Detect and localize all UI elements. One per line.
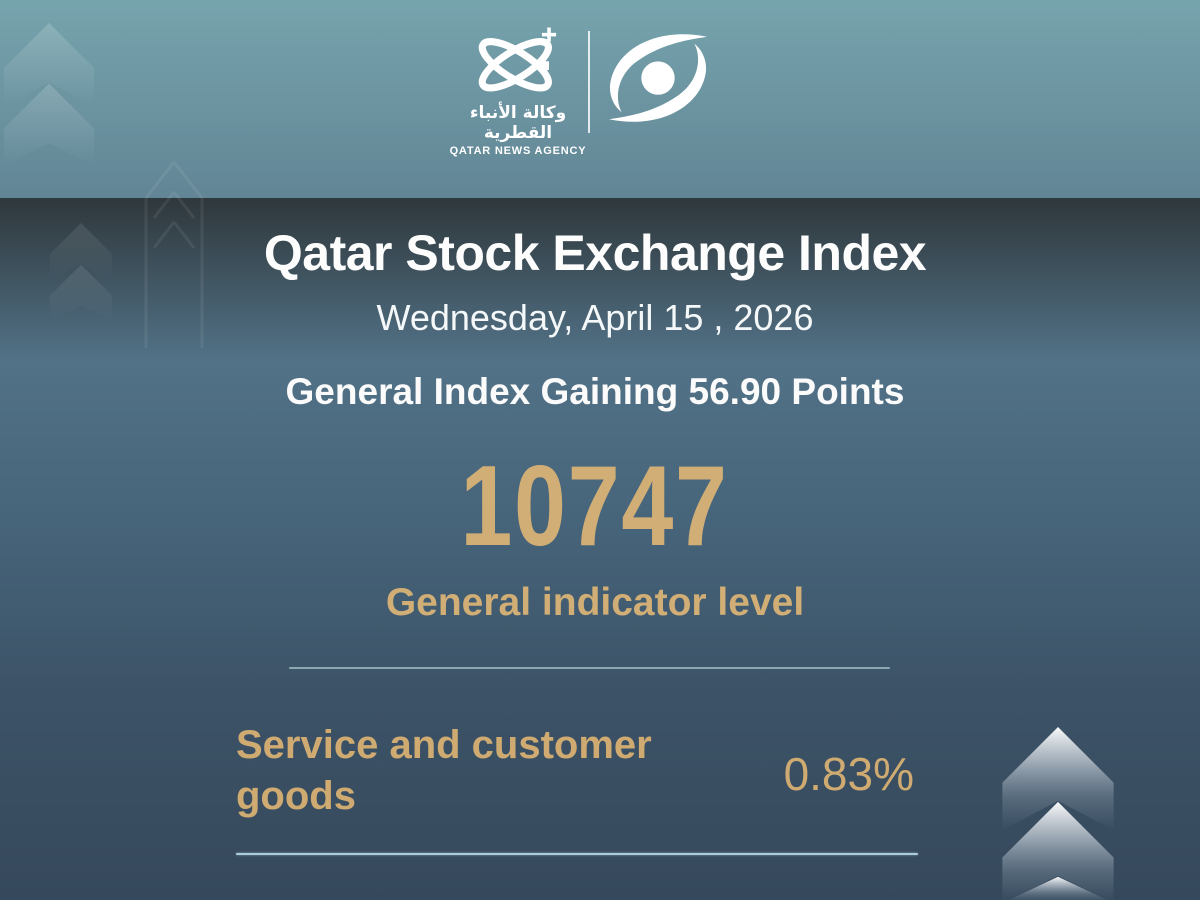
divider-line xyxy=(236,853,918,855)
qatar-stock-exchange-logo-icon xyxy=(608,34,708,122)
sector-name: Service and customer goods xyxy=(236,723,652,818)
index-gain-text: General Index Gaining 56.90 Points xyxy=(285,371,905,412)
qna-english-name: QATAR NEWS AGENCY xyxy=(449,145,587,157)
index-value-label: General indicator level xyxy=(385,581,805,624)
chevron-watermark-icon xyxy=(4,22,94,166)
logo-divider xyxy=(588,31,590,133)
date-text: Wednesday, April 15 , 2026 xyxy=(376,297,814,338)
index-value-digits: 10747 xyxy=(460,443,730,570)
qna-arabic-name: وكالة الأنباء القطرية xyxy=(469,103,567,143)
sector-change-value: 0.83% xyxy=(783,748,914,800)
qatar-news-agency-logo: وكالة الأنباء القطرية QATAR NEWS AGENCY xyxy=(448,24,588,157)
divider-line xyxy=(289,667,890,669)
index-value: 10747 xyxy=(0,450,1200,564)
triple-chevron-up-icon xyxy=(1002,727,1114,900)
qna-atom-icon xyxy=(478,27,557,92)
sector-row: Service and customer goods 0.83% xyxy=(236,720,914,822)
page-title: Qatar Stock Exchange Index xyxy=(263,225,927,281)
